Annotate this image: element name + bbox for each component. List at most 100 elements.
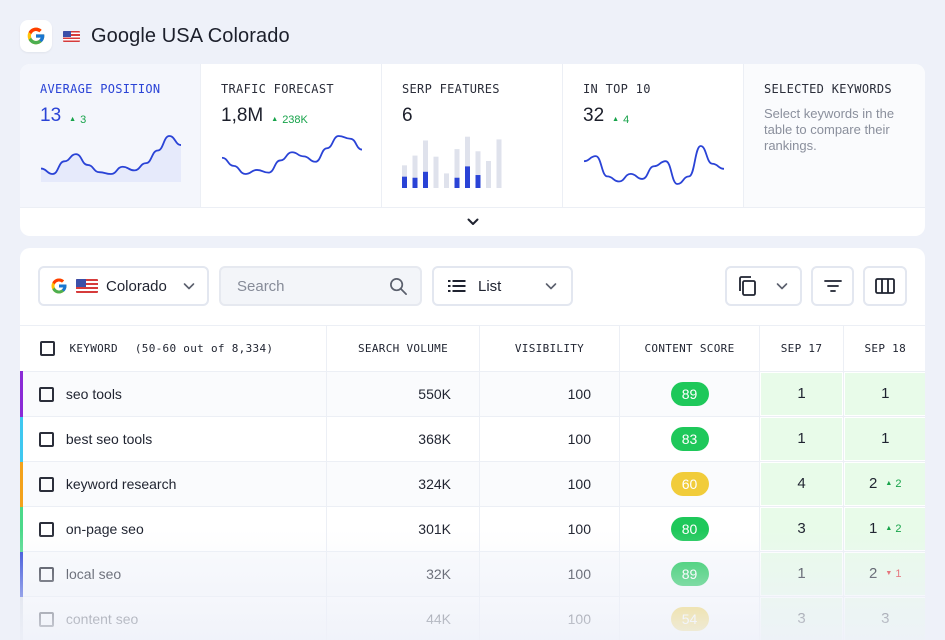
rank-cell-date-2: 2 ▼ 1: [843, 551, 925, 597]
page-title: Google USA Colorado: [91, 24, 290, 47]
metrics-panel: AVERAGE POSITION 13 ▲ 3 TRAFIC FORECAST 1…: [20, 64, 925, 236]
metric-label: AVERAGE POSITION: [40, 82, 161, 96]
google-logo-icon: [51, 278, 67, 294]
serp-bar: [475, 151, 481, 188]
arrow-down-icon: ▼: [885, 570, 893, 577]
content-score-badge: 83: [670, 426, 709, 451]
columns-button[interactable]: [863, 266, 907, 306]
rank-value: 2: [869, 475, 878, 492]
sparkline-line: [221, 135, 363, 175]
rank-cell-date-2: 1: [843, 371, 925, 417]
keyword-text[interactable]: keyword research: [65, 476, 177, 493]
metric-value: 32: [583, 105, 605, 126]
metric-average-position[interactable]: AVERAGE POSITION 13 ▲ 3: [20, 64, 201, 207]
table-row[interactable]: on-page seo 301K 100 80 3 1 ▲ 2: [20, 506, 925, 552]
keyword-text[interactable]: seo tools: [65, 386, 122, 403]
rank-cell-date-2: 2 ▲ 2: [843, 461, 925, 507]
rank-value: 2: [869, 565, 878, 582]
search-volume-cell: 550K: [326, 371, 480, 417]
metric-description: Select keywords in the table to compare …: [764, 106, 895, 153]
rank-value: 1: [869, 520, 878, 537]
rank-cell-date-1: 3: [759, 596, 844, 640]
table-row[interactable]: keyword research 324K 100 60 4 2 ▲ 2: [20, 461, 925, 507]
list-icon: [448, 280, 466, 292]
search-volume-cell: 368K: [326, 416, 480, 462]
serp-bar-highlight: [475, 175, 481, 188]
rank-cell-date-1: 1: [759, 551, 844, 597]
row-checkbox[interactable]: [39, 521, 54, 537]
table-header-row: KEYWORD (50-60 out of 8,334) SEARCH VOLU…: [21, 326, 925, 372]
keyword-text[interactable]: local seo: [65, 566, 122, 583]
keyword-text[interactable]: on-page seo: [65, 521, 144, 538]
filter-button[interactable]: [811, 266, 854, 306]
select-all-checkbox[interactable]: [39, 340, 55, 356]
metric-value: 13: [40, 105, 62, 126]
rank-change: ▲ 2: [885, 522, 902, 535]
view-mode-select[interactable]: List: [432, 266, 573, 306]
us-flag-icon: [76, 279, 98, 293]
metric-traffic-forecast[interactable]: TRAFIC FORECAST 1,8M ▲ 238K: [201, 64, 382, 207]
content-score-badge: 54: [670, 606, 709, 631]
rank-cell-date-1: 1: [759, 416, 844, 462]
keyword-cell: keyword research: [20, 461, 327, 507]
keyword-text[interactable]: best seo tools: [65, 431, 153, 448]
keyword-cell: on-page seo: [20, 506, 327, 552]
content-score-badge: 89: [670, 561, 709, 586]
row-checkbox[interactable]: [39, 611, 54, 627]
location-select[interactable]: Colorado: [38, 266, 209, 306]
chevron-down-icon: [545, 283, 557, 290]
search-icon[interactable]: [389, 277, 408, 296]
arrow-up-icon: ▲: [612, 116, 620, 123]
column-header-search-volume[interactable]: SEARCH VOLUME: [326, 326, 480, 372]
serp-bar: [423, 140, 428, 188]
expand-metrics-button[interactable]: [20, 208, 925, 236]
column-header-date-1[interactable]: SEP 17: [759, 326, 844, 372]
table-toolbar: Colorado List: [20, 248, 925, 326]
rank-value: 4: [797, 475, 806, 492]
column-header-visibility[interactable]: VISIBILITY: [479, 326, 620, 372]
rank-cell-date-1: 3: [759, 506, 844, 552]
arrow-up-icon: ▲: [885, 480, 893, 487]
metric-serp-features[interactable]: SERP FEATURES 6: [382, 64, 563, 207]
table-row[interactable]: content seo 44K 100 54 3 3: [20, 596, 925, 640]
copy-button[interactable]: [725, 266, 802, 306]
column-header-keyword[interactable]: KEYWORD (50-60 out of 8,334): [21, 326, 327, 372]
content-score-cell: 60: [619, 461, 760, 507]
metric-in-top-10[interactable]: IN TOP 10 32 ▲ 4: [563, 64, 744, 207]
column-header-date-2[interactable]: SEP 18: [843, 326, 925, 372]
search-box[interactable]: [219, 266, 422, 306]
keywords-table: KEYWORD (50-60 out of 8,334) SEARCH VOLU…: [20, 326, 925, 640]
table-row[interactable]: best seo tools 368K 100 83 1 1: [20, 416, 925, 462]
column-header-content-score[interactable]: CONTENT SCORE: [619, 326, 760, 372]
sparkline-line: [583, 145, 725, 185]
serp-bar-highlight: [423, 171, 428, 188]
row-checkbox[interactable]: [39, 386, 54, 402]
serp-bar: [454, 149, 460, 188]
table-row[interactable]: local seo 32K 100 89 1 2 ▼ 1: [20, 551, 925, 597]
visibility-cell: 100: [479, 416, 620, 462]
arrow-up-icon: ▲: [271, 116, 279, 123]
serp-bar: [465, 136, 470, 188]
search-input[interactable]: [237, 277, 377, 295]
rank-value: 3: [797, 610, 806, 627]
rank-value: 1: [797, 565, 806, 582]
metric-label: IN TOP 10: [583, 82, 651, 96]
rank-value: 3: [881, 610, 890, 627]
row-checkbox[interactable]: [39, 566, 54, 582]
rank-change: ▼ 1: [885, 567, 902, 580]
us-flag-icon: [63, 30, 80, 42]
metric-label: TRAFIC FORECAST: [221, 82, 334, 96]
keyword-text[interactable]: content seo: [65, 611, 139, 628]
rank-value: 1: [881, 385, 890, 402]
table-row[interactable]: seo tools 550K 100 89 1 1: [20, 371, 925, 417]
view-mode-label: List: [478, 277, 502, 295]
metric-delta: ▲ 238K: [271, 113, 308, 126]
visibility-cell: 100: [479, 461, 620, 507]
chevron-down-icon: [183, 283, 195, 290]
row-checkbox[interactable]: [39, 431, 54, 447]
row-checkbox[interactable]: [39, 476, 54, 492]
rank-change: ▲ 2: [885, 477, 902, 490]
search-volume-cell: 301K: [326, 506, 480, 552]
visibility-cell: 100: [479, 596, 620, 640]
serp-features-bar-chart: [402, 136, 502, 188]
